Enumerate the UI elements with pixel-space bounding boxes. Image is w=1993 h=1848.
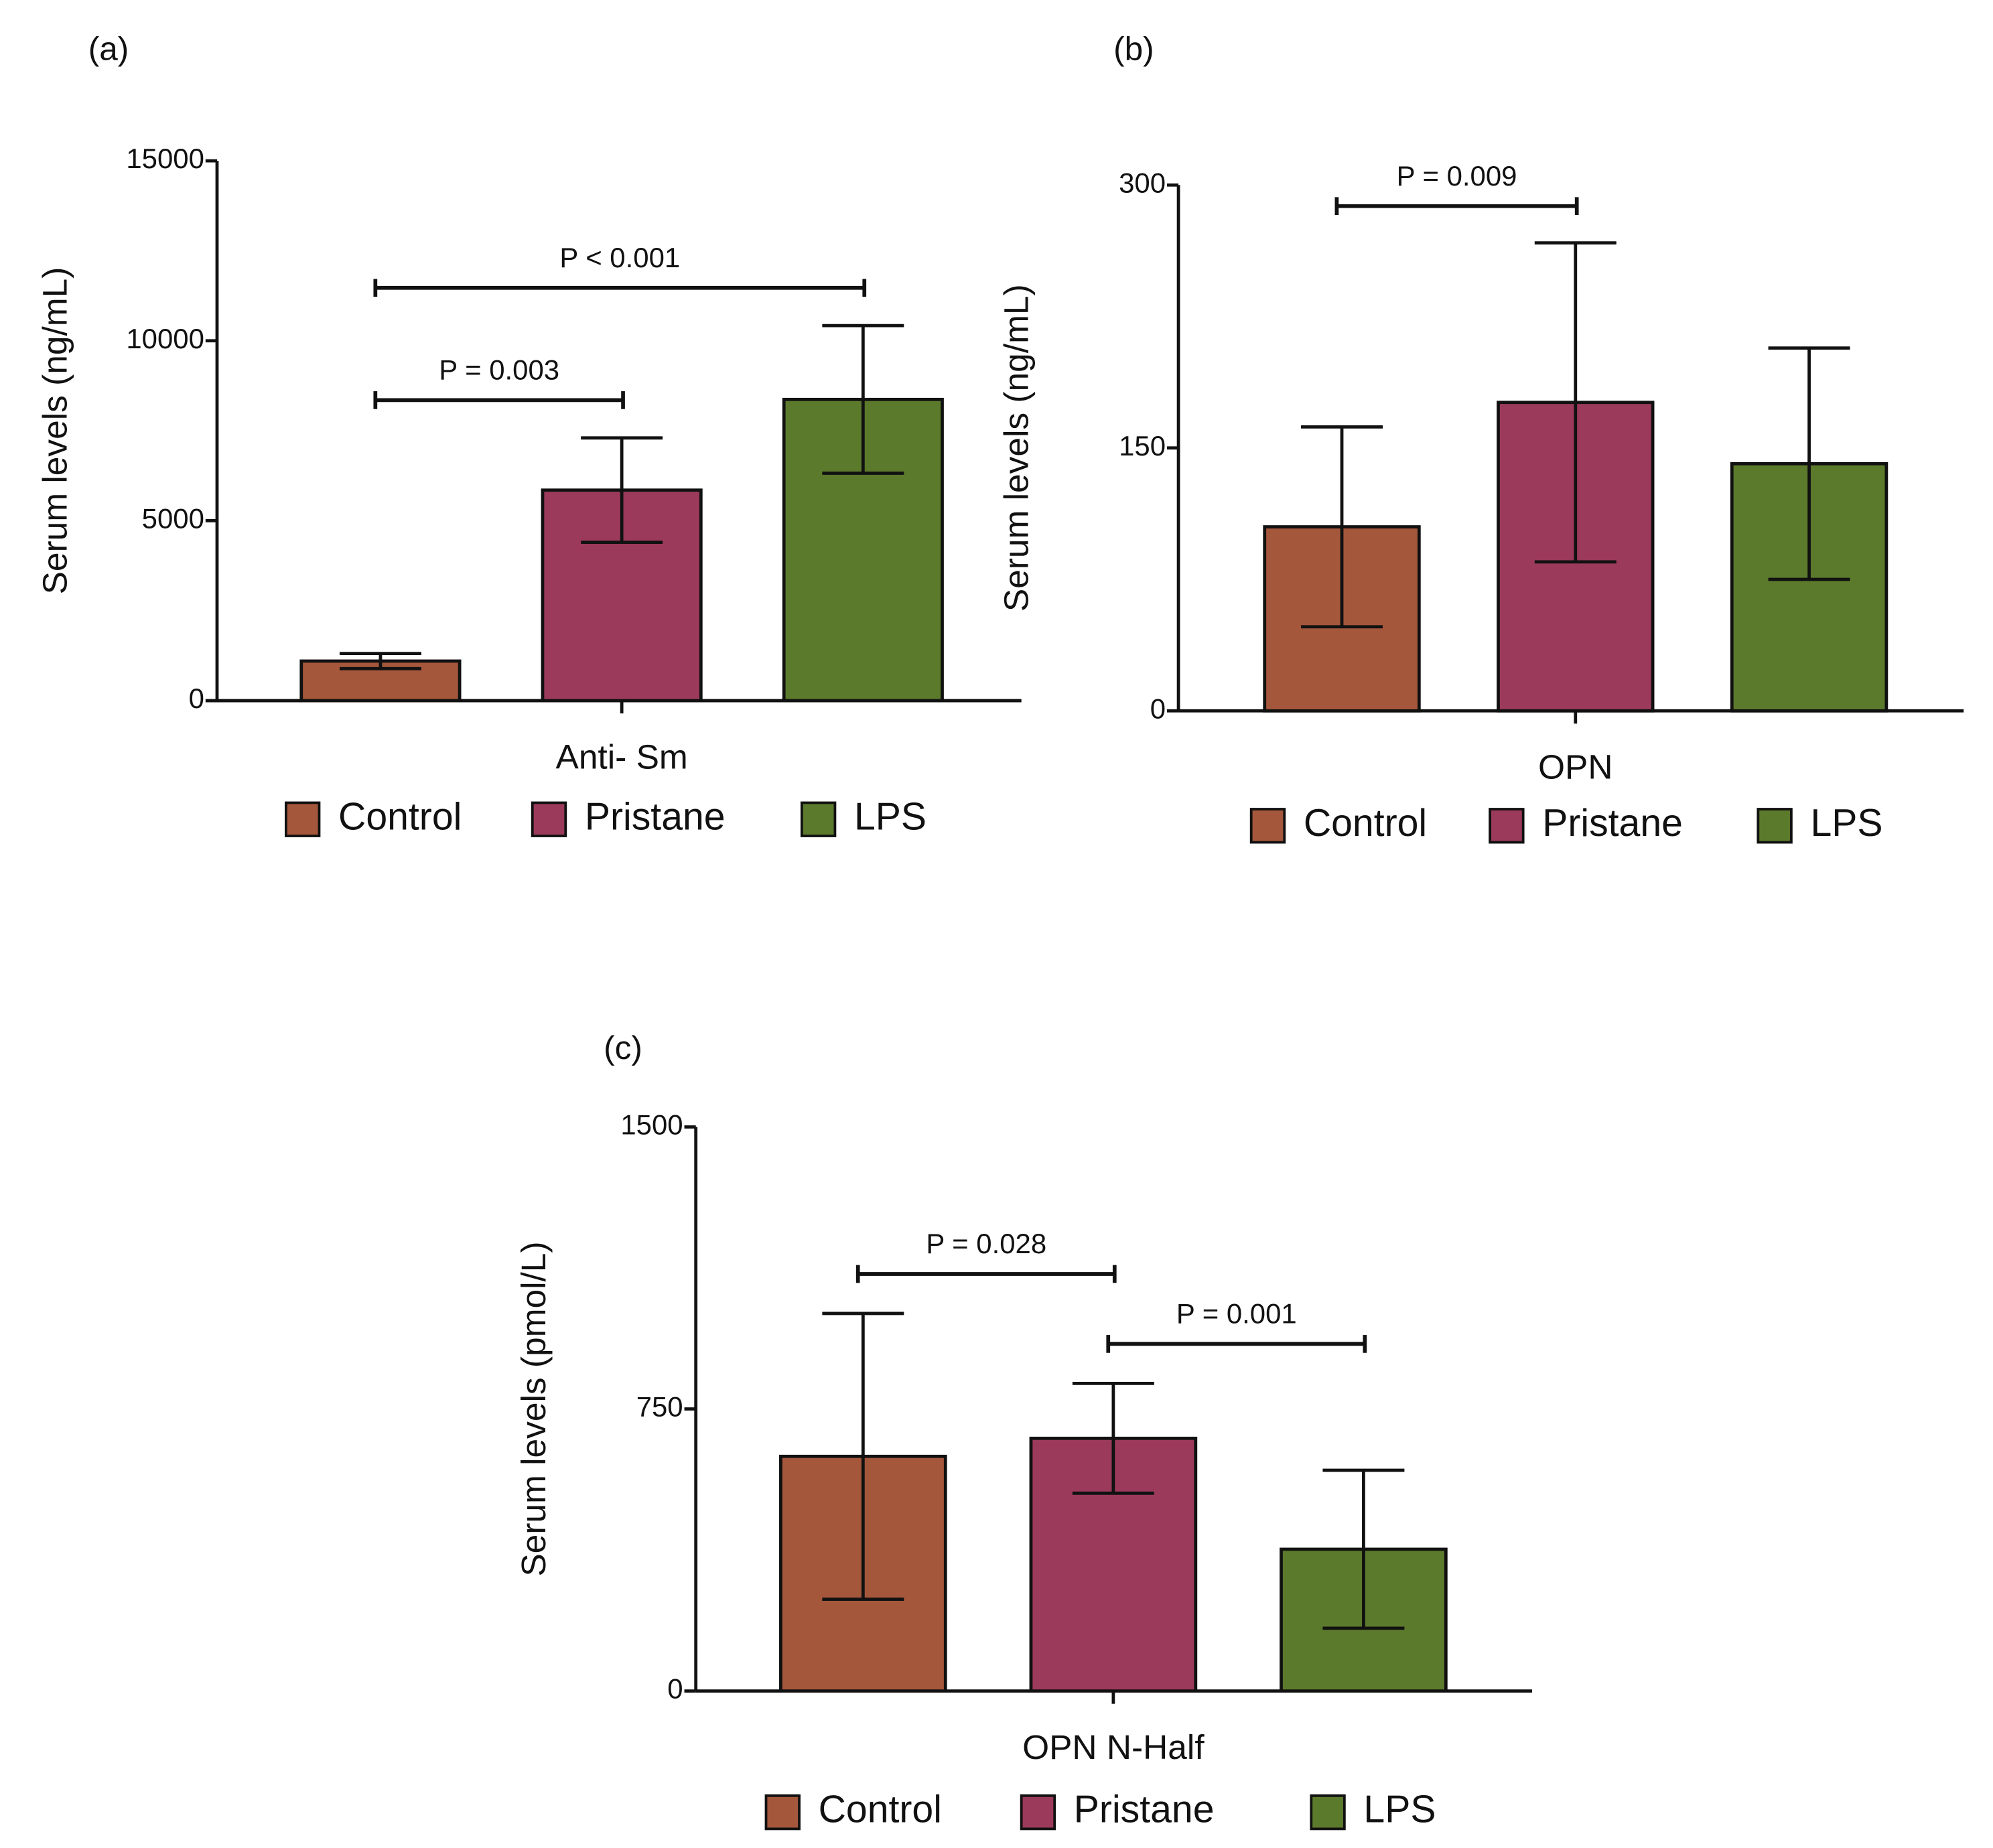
p-value: P < 0.001 <box>559 242 680 273</box>
y-tick-label: 750 <box>636 1391 683 1423</box>
legend-label: Control <box>338 795 462 838</box>
legend-label: LPS <box>1810 802 1882 845</box>
panel-label: (b) <box>1113 30 1154 67</box>
legend-swatch <box>1020 1794 1056 1831</box>
p-value: P = 0.003 <box>439 354 559 386</box>
y-tick-label: 5000 <box>142 502 204 534</box>
p-value: P = 0.001 <box>1176 1298 1297 1330</box>
y-tick-label: 0 <box>667 1673 683 1705</box>
panel-label: (c) <box>604 1029 642 1066</box>
y-axis-label: Serum levels (ng/mL) <box>996 284 1035 612</box>
legend-swatch <box>1249 808 1286 844</box>
panel-label: (a) <box>88 30 129 67</box>
p-value: P = 0.028 <box>926 1228 1046 1259</box>
legend-label: Pristane <box>585 795 726 838</box>
y-axis-label: Serum levels (ng/mL) <box>35 267 74 595</box>
x-axis-label: OPN <box>1538 748 1612 786</box>
legend-swatch <box>285 801 321 837</box>
legend-swatch <box>531 801 567 837</box>
y-axis-label: Serum levels (pmol/L) <box>514 1241 553 1576</box>
x-axis-label: Anti- Sm <box>556 737 688 776</box>
y-tick-label: 1500 <box>620 1109 683 1141</box>
legend-swatch <box>1310 1794 1346 1831</box>
y-tick-label: 0 <box>189 683 204 714</box>
legend-label: Pristane <box>1542 802 1683 845</box>
y-tick-label: 0 <box>1150 693 1166 724</box>
legend-label: LPS <box>854 795 926 838</box>
y-tick-label: 10000 <box>126 323 204 354</box>
x-axis-label: OPN N-Half <box>1022 1727 1205 1766</box>
p-value: P = 0.009 <box>1397 160 1517 192</box>
legend-label: Control <box>819 1788 942 1831</box>
y-tick-label: 15000 <box>126 143 204 174</box>
legend-label: Control <box>1304 802 1427 845</box>
legend-swatch <box>800 801 837 837</box>
legend-swatch <box>764 1794 801 1831</box>
legend-swatch <box>1757 808 1793 844</box>
y-tick-label: 300 <box>1119 167 1166 198</box>
legend-label: LPS <box>1363 1788 1436 1831</box>
legend-label: Pristane <box>1074 1788 1215 1831</box>
y-tick-label: 150 <box>1119 430 1166 461</box>
legend-swatch <box>1489 808 1525 844</box>
